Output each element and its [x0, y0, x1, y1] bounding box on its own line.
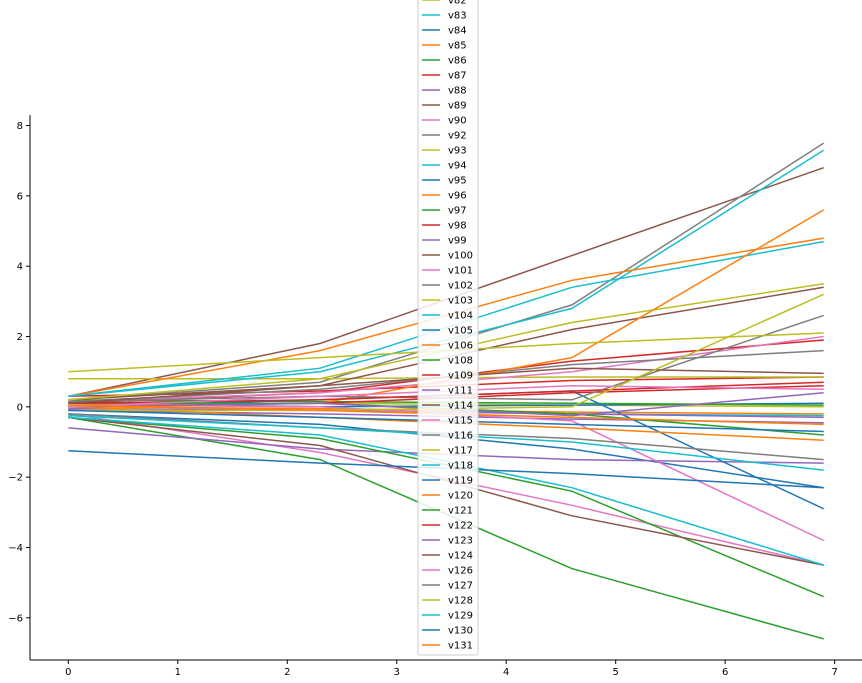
y-tick-label: 4 — [17, 262, 23, 273]
legend-label-v124: v124 — [448, 551, 473, 562]
y-tick-label: −6 — [8, 613, 23, 624]
legend-label-v116: v116 — [448, 431, 473, 442]
legend-label-v106: v106 — [448, 341, 473, 352]
x-tick-label: 1 — [175, 667, 181, 678]
y-tick-label: 8 — [17, 121, 23, 132]
legend-label-v130: v130 — [448, 626, 473, 637]
x-tick-label: 0 — [65, 667, 71, 678]
legend-label-v104: v104 — [448, 311, 473, 322]
x-tick-label: 5 — [612, 667, 618, 678]
x-tick-label: 3 — [394, 667, 400, 678]
legend-label-v111: v111 — [448, 386, 473, 397]
legend-label-v86: v86 — [448, 56, 467, 67]
legend-label-v126: v126 — [448, 566, 473, 577]
legend-label-v83: v83 — [448, 11, 467, 22]
legend-label-v119: v119 — [448, 476, 473, 487]
x-tick-label: 6 — [722, 667, 728, 678]
legend-label-v102: v102 — [448, 281, 473, 292]
legend-label-v100: v100 — [448, 251, 473, 262]
legend-label-v101: v101 — [448, 266, 473, 277]
legend-label-v105: v105 — [448, 326, 473, 337]
legend-label-v128: v128 — [448, 596, 473, 607]
legend-label-v120: v120 — [448, 491, 473, 502]
legend-label-v98: v98 — [448, 221, 467, 232]
legend-label-v84: v84 — [448, 26, 467, 37]
legend: v82 v83 v84 v85 v86 v87 v88 v89 v90 v92 v93 v94 v95 v… — [417, 0, 479, 656]
legend-label-v127: v127 — [448, 581, 473, 592]
legend-label-v99: v99 — [448, 236, 467, 247]
axes: 0 1 2 3 4 5 6 7 −6 −4 −2 0 2 4 6 8 — [8, 115, 862, 678]
legend-label-v93: v93 — [448, 146, 467, 157]
legend-label-v89: v89 — [448, 101, 467, 112]
y-tick-label: 6 — [17, 191, 23, 202]
legend-label-v90: v90 — [448, 116, 467, 127]
legend-label-v94: v94 — [448, 161, 467, 172]
legend-label-v96: v96 — [448, 191, 467, 202]
legend-label-v109: v109 — [448, 371, 473, 382]
legend-label-v114: v114 — [448, 401, 473, 412]
x-tick-label: 7 — [831, 667, 837, 678]
x-tick-label: 4 — [503, 667, 509, 678]
legend-label-v108: v108 — [448, 356, 473, 367]
legend-label-v118: v118 — [448, 461, 473, 472]
legend-label-v121: v121 — [448, 506, 473, 517]
legend-label-v103: v103 — [448, 296, 473, 307]
y-tick-label: −2 — [8, 473, 23, 484]
legend-label-v122: v122 — [448, 521, 473, 532]
legend-box — [417, 0, 479, 656]
legend-label-v117: v117 — [448, 446, 473, 457]
x-tick-label: 2 — [284, 667, 290, 678]
y-tick-label: 2 — [17, 332, 23, 343]
legend-label-v115: v115 — [448, 416, 473, 427]
legend-label-v131: v131 — [448, 641, 473, 652]
legend-label-v129: v129 — [448, 611, 473, 622]
legend-label-v88: v88 — [448, 86, 467, 97]
legend-label-v95: v95 — [448, 176, 467, 187]
y-tick-label: 0 — [17, 402, 23, 413]
legend-label-v92: v92 — [448, 131, 467, 142]
legend-label-v97: v97 — [448, 206, 467, 217]
legend-label-v123: v123 — [448, 536, 473, 547]
legend-label-v82: v82 — [448, 0, 467, 7]
legend-label-v85: v85 — [448, 41, 467, 52]
legend-label-v87: v87 — [448, 71, 467, 82]
y-tick-label: −4 — [8, 543, 23, 554]
